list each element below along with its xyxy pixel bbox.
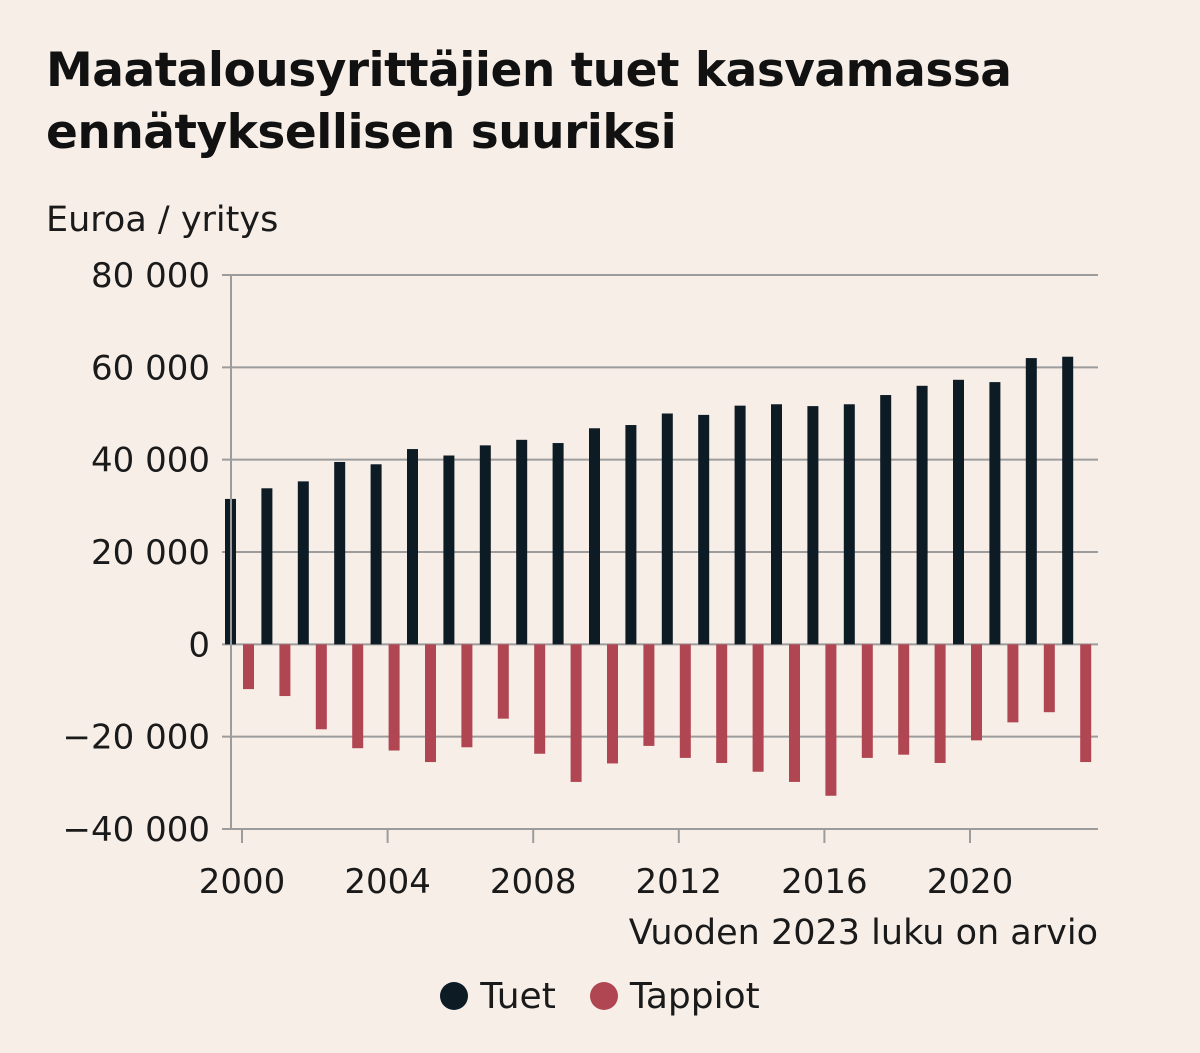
bar-tappiot-2004 (388, 644, 400, 751)
bar-tuet-2021 (989, 382, 1001, 645)
legend-swatch-tappiot (589, 982, 618, 1010)
bar-tuet-2018 (880, 395, 892, 645)
bar-tappiot-2000 (243, 644, 254, 690)
x-tick-label: 2008 (490, 862, 577, 902)
legend-swatch-tuet (440, 982, 469, 1010)
x-tick-label: 2012 (636, 862, 723, 902)
legend-item-tuet: Tuet (440, 976, 556, 1017)
legend: Tuet Tappiot (0, 968, 1200, 1024)
bar-tuet-2023 (1062, 356, 1074, 645)
bar-tuet-2011 (625, 425, 637, 645)
bar-tappiot-2007 (497, 644, 509, 719)
bar-tappiot-2002 (315, 644, 327, 730)
y-tick-label: 40 000 (91, 441, 210, 481)
bar-tappiot-2001 (279, 644, 291, 697)
bar-tappiot-2008 (534, 644, 546, 754)
x-tick-label: 2000 (199, 862, 286, 902)
chart-note: Vuoden 2023 luku on arvio (629, 913, 1098, 953)
gridlines (222, 274, 1098, 830)
legend-label-tappiot: Tappiot (629, 975, 760, 1017)
x-axis: 2000 2004 2008 2012 2016 2020 (199, 275, 1014, 902)
bar-tappiot-2006 (461, 644, 473, 748)
bar-tuet-2005 (407, 449, 418, 645)
bar-tuet-2013 (698, 414, 710, 645)
y-tick-label: −20 000 (63, 718, 210, 758)
bar-tuet-2012 (661, 413, 673, 645)
x-tick-label: 2016 (781, 862, 868, 902)
bar-tappiot-2016 (825, 644, 837, 796)
bar-tuet-2003 (334, 461, 346, 645)
y-tick-label: 20 000 (91, 533, 210, 573)
bar-tappiot-2017 (861, 644, 873, 758)
bar-tappiot-2019 (934, 644, 946, 763)
bar-tuet-2004 (370, 464, 382, 645)
bar-tappiot-2010 (607, 644, 618, 764)
bar-tuet-2017 (843, 404, 855, 645)
bar-tappiot-2005 (425, 644, 436, 763)
y-axis-tick-labels: 80 000 60 000 40 000 20 000 0 −20 000 −40 000 (63, 256, 210, 850)
chart-title-line-2: ennätyksellisen suuriksi (46, 105, 677, 160)
bar-tappiot-2015 (789, 644, 800, 782)
legend-label-tuet: Tuet (480, 975, 556, 1017)
bar-tappiot-2013 (716, 644, 728, 763)
y-tick-label: 0 (188, 625, 210, 665)
x-tick-label: 2020 (927, 862, 1014, 902)
bar-tappiot-2023 (1080, 644, 1092, 763)
bar-tappiot-2009 (570, 644, 582, 782)
bar-tuet-2016 (807, 406, 819, 645)
bar-tuet-2022 (1025, 358, 1037, 645)
bar-tuet-2014 (734, 405, 746, 645)
bar-tuet-2001 (261, 488, 273, 645)
bar-tappiot-2003 (352, 644, 364, 749)
y-axis-label: Euroa / yritys (46, 200, 278, 240)
y-tick-label: 60 000 (91, 348, 210, 388)
x-tick-label: 2004 (344, 862, 431, 902)
bar-tappiot-2022 (1043, 644, 1055, 713)
bar-tappiot-2012 (679, 644, 691, 758)
bar-tuet-2007 (479, 445, 491, 645)
bars (225, 356, 1092, 796)
bar-tuet-2002 (297, 481, 309, 645)
bar-tuet-2006 (443, 455, 455, 645)
bar-tappiot-2011 (643, 644, 655, 746)
bar-tuet-2010 (589, 428, 600, 645)
bar-tuet-2015 (771, 404, 782, 645)
chart-title: Maatalousyrittäjien tuet kasvamassa ennä… (46, 40, 1146, 164)
y-tick-label: −40 000 (63, 810, 210, 850)
bar-tuet-2008 (516, 439, 528, 645)
bar-tuet-2020 (953, 379, 964, 645)
y-tick-label: 80 000 (91, 256, 210, 296)
chart-title-line-1: Maatalousyrittäjien tuet kasvamassa (46, 43, 1012, 98)
bar-tappiot-2020 (971, 644, 982, 741)
bar-tappiot-2021 (1007, 644, 1019, 723)
bar-tappiot-2014 (752, 644, 764, 772)
bar-tappiot-2018 (898, 644, 910, 755)
bar-tuet-2009 (552, 443, 564, 645)
bar-tuet-2019 (916, 385, 928, 645)
legend-item-tappiot: Tappiot (589, 975, 760, 1017)
